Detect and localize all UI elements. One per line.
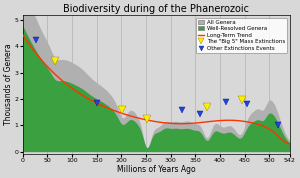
X-axis label: Millions of Years Ago: Millions of Years Ago	[117, 165, 196, 174]
Legend: All Genera, Well-Resolved Genera, Long-Term Trend, The "Big 5" Mass Extinctions,: All Genera, Well-Resolved Genera, Long-T…	[196, 18, 287, 53]
Title: Biodiversity during of the Phanerozoic: Biodiversity during of the Phanerozoic	[63, 4, 249, 14]
Y-axis label: Thousands of Genera: Thousands of Genera	[4, 44, 13, 125]
